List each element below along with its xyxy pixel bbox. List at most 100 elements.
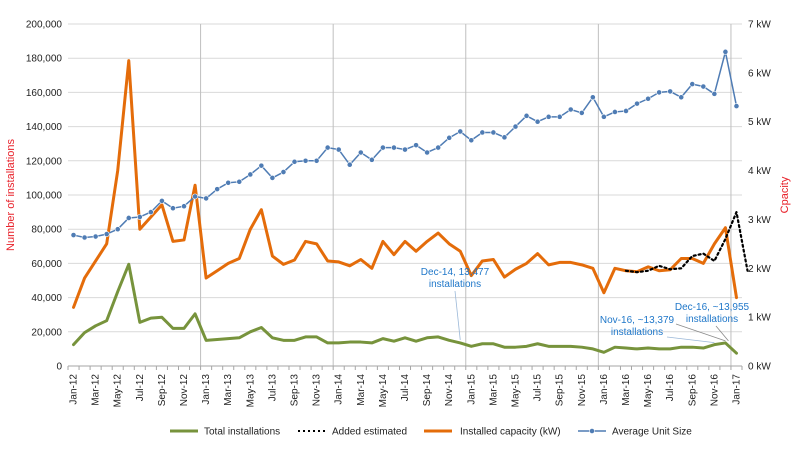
data-point-average-unit-size	[192, 193, 198, 200]
data-point-average-unit-size	[302, 157, 309, 164]
x-tick-label: Jul-12	[135, 374, 146, 402]
legend-label-added-estimated: Added estimated	[332, 427, 407, 438]
data-point-average-unit-size	[81, 234, 88, 241]
legend-label-installed-capacity-kw: Installed capacity (kW)	[460, 427, 561, 438]
data-point-average-unit-size	[70, 232, 77, 238]
data-point-average-unit-size	[402, 146, 408, 153]
y-left-tick-label: 200,000	[26, 20, 63, 31]
x-tick-label: Sep-16	[687, 374, 698, 407]
x-tick-label: Mar-16	[621, 374, 632, 406]
x-tick-label: Sep-12	[157, 374, 168, 407]
data-point-average-unit-size	[313, 157, 320, 164]
data-point-average-unit-size	[291, 158, 298, 165]
y-left-tick-label: 120,000	[26, 156, 63, 167]
data-point-average-unit-size	[468, 137, 475, 144]
series-line-added-estimated	[624, 211, 749, 274]
data-point-average-unit-size	[656, 89, 663, 96]
y-left-tick-label: 0	[56, 362, 62, 373]
x-tick-label: Mar-12	[91, 374, 102, 406]
x-tick-label: Sep-15	[555, 374, 566, 407]
y-right-tick-label: 0 kW	[748, 362, 771, 373]
x-tick-label: Jan-16	[599, 374, 610, 405]
data-point-average-unit-size	[136, 214, 143, 220]
legend-label-total-installations: Total installations	[204, 427, 280, 438]
data-point-average-unit-size	[578, 110, 585, 116]
x-tick-label: Jul-14	[400, 374, 411, 402]
x-tick-label: Nov-16	[709, 374, 720, 407]
y-left-tick-label: 180,000	[26, 54, 63, 65]
data-point-average-unit-size	[700, 83, 707, 90]
legend-label-average-unit-size: Average Unit Size	[612, 427, 692, 438]
legend-marker-average-unit-size	[589, 428, 595, 434]
data-point-average-unit-size	[545, 113, 552, 120]
y-right-tick-label: 3 kW	[748, 215, 771, 226]
annotation-text: Dec-16, ~13,955	[675, 302, 750, 313]
y-left-tick-label: 160,000	[26, 88, 63, 99]
data-point-average-unit-size	[346, 161, 353, 168]
y-right-tick-label: 5 kW	[748, 117, 771, 128]
data-point-average-unit-size	[667, 88, 674, 95]
y-right-axis-title: Cpacity	[779, 176, 791, 213]
data-point-average-unit-size	[711, 90, 718, 97]
data-point-average-unit-size	[623, 108, 629, 114]
data-point-average-unit-size	[103, 231, 110, 237]
annotation-text: Dec-14, 13,477	[421, 267, 490, 278]
data-point-average-unit-size	[424, 149, 430, 156]
data-point-average-unit-size	[159, 197, 165, 204]
y-right-tick-label: 7 kW	[748, 20, 771, 31]
data-point-average-unit-size	[324, 144, 331, 151]
data-point-average-unit-size	[589, 94, 596, 101]
x-tick-label: Nov-14	[444, 374, 455, 407]
data-point-average-unit-size	[181, 203, 187, 210]
data-point-average-unit-size	[92, 233, 99, 240]
data-point-average-unit-size	[490, 129, 497, 136]
y-left-tick-label: 140,000	[26, 122, 63, 133]
x-tick-label: Jan-12	[69, 374, 80, 405]
data-point-average-unit-size	[214, 186, 221, 193]
annotation-text: installations	[686, 314, 738, 325]
x-tick-label: Nov-12	[179, 374, 190, 407]
annotation-leader	[715, 325, 729, 342]
x-tick-label: Jul-15	[533, 374, 544, 402]
y-right-tick-label: 4 kW	[748, 166, 771, 177]
x-tick-label: Nov-15	[577, 374, 588, 407]
data-point-average-unit-size	[556, 113, 563, 120]
annotation-text: installations	[429, 279, 481, 290]
x-tick-label: Sep-13	[290, 374, 301, 407]
data-point-average-unit-size	[523, 112, 530, 119]
data-point-average-unit-size	[501, 134, 508, 141]
y-right-tick-label: 2 kW	[748, 264, 771, 275]
data-point-average-unit-size	[435, 144, 442, 151]
data-point-average-unit-size	[479, 129, 486, 136]
annotation-leader	[666, 336, 715, 344]
x-tick-label: May-13	[245, 374, 256, 408]
data-point-average-unit-size	[357, 149, 364, 156]
data-point-average-unit-size	[335, 146, 342, 153]
y-left-tick-label: 100,000	[26, 191, 63, 202]
y-left-tick-label: 60,000	[31, 259, 62, 270]
data-point-average-unit-size	[125, 215, 132, 221]
x-tick-label: Jul-16	[665, 374, 676, 402]
x-tick-label: Jan-15	[466, 374, 477, 405]
data-point-average-unit-size	[678, 94, 685, 101]
data-point-average-unit-size	[147, 209, 154, 215]
x-tick-label: Jan-17	[731, 374, 742, 405]
data-point-average-unit-size	[236, 178, 243, 185]
y-left-axis-title: Number of installations	[5, 139, 17, 251]
x-tick-label: Jan-14	[334, 374, 345, 405]
x-tick-label: May-12	[113, 374, 124, 408]
data-point-average-unit-size	[203, 195, 210, 202]
data-point-average-unit-size	[114, 226, 121, 233]
x-tick-label: Mar-15	[488, 374, 499, 406]
data-point-average-unit-size	[457, 128, 464, 135]
data-point-average-unit-size	[722, 48, 729, 55]
data-point-average-unit-size	[600, 113, 607, 120]
data-point-average-unit-size	[512, 123, 519, 130]
x-tick-label: May-15	[510, 374, 521, 408]
data-point-average-unit-size	[534, 118, 541, 125]
data-point-average-unit-size	[689, 81, 696, 87]
data-point-average-unit-size	[269, 174, 276, 181]
x-tick-label: Mar-14	[356, 374, 367, 406]
